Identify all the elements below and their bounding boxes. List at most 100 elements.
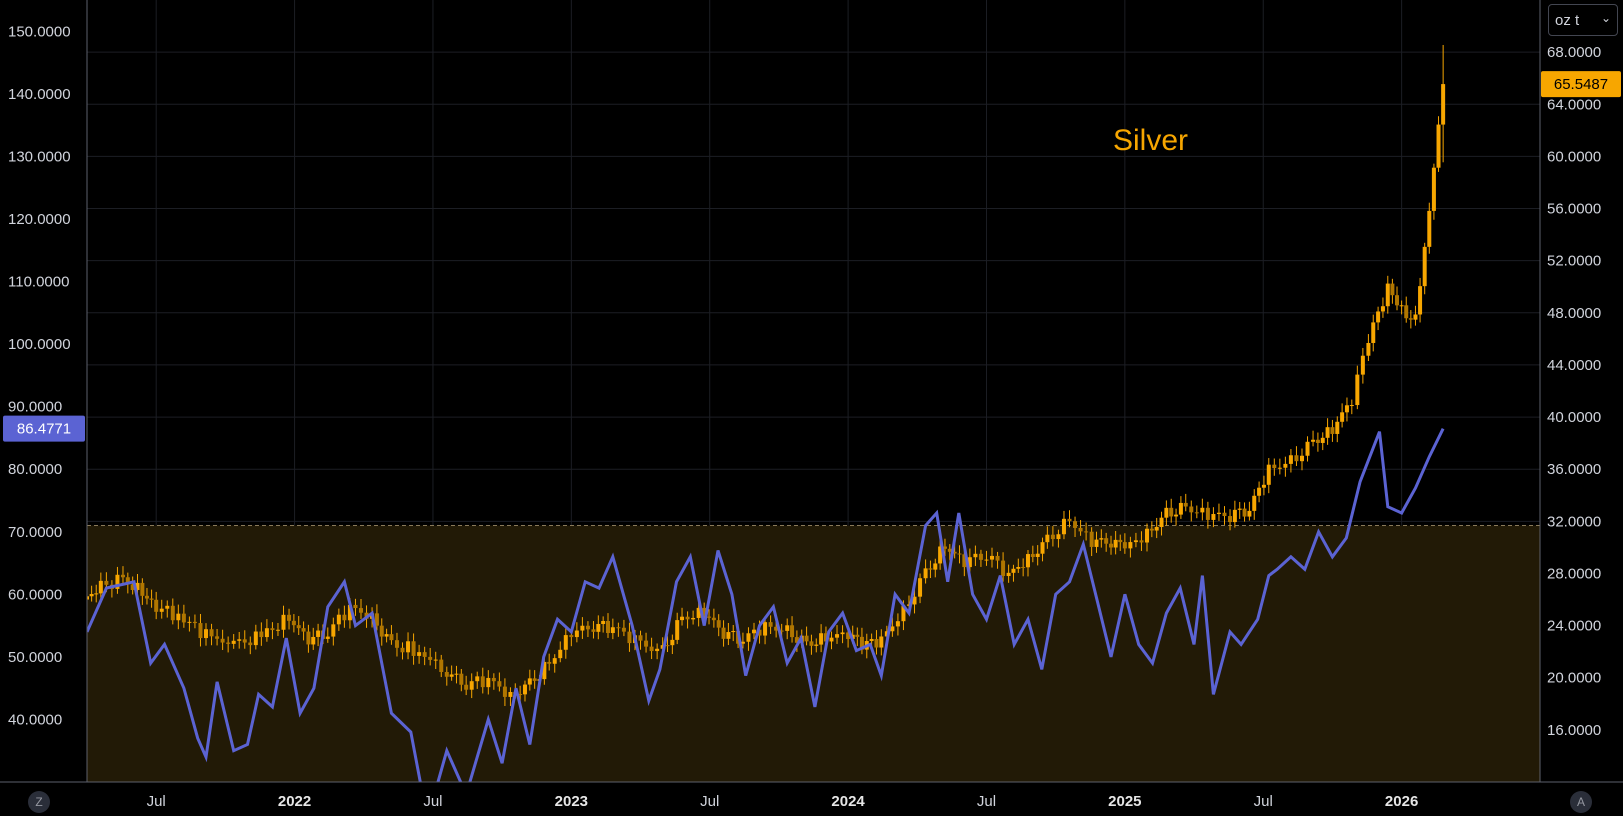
candle-body <box>740 641 745 644</box>
candle-body <box>1011 568 1016 573</box>
candle-body <box>374 613 379 626</box>
candle-body <box>215 636 220 639</box>
candle-body <box>814 644 819 646</box>
candle-body <box>311 636 316 645</box>
candle-body <box>1094 539 1099 547</box>
candle-body <box>144 595 149 599</box>
zoom-button[interactable]: Z <box>28 791 50 813</box>
candle-body <box>428 656 433 660</box>
candle-body <box>569 635 574 638</box>
candle-body <box>475 676 480 682</box>
candle-body <box>846 632 851 639</box>
candle-body <box>906 604 911 606</box>
candle-body <box>291 620 296 626</box>
right-tick-label: 20.0000 <box>1547 670 1601 687</box>
candle-body <box>731 631 736 633</box>
candle-body <box>170 605 175 621</box>
candle-body <box>1164 507 1169 518</box>
candle-body <box>1330 427 1335 434</box>
candle-body <box>89 594 94 597</box>
candle-body <box>967 557 972 568</box>
candle-body <box>721 627 726 639</box>
candle-body <box>1016 566 1021 569</box>
x-tick-label: 2024 <box>831 793 865 810</box>
candle-body <box>411 641 416 656</box>
candle-body <box>574 630 579 638</box>
candle-body <box>502 686 507 697</box>
candle-body <box>606 620 611 634</box>
candle-body <box>874 639 879 648</box>
auto-scale-button[interactable]: A <box>1570 791 1592 813</box>
x-tick-label: Jul <box>977 793 996 810</box>
left-axis[interactable]: 150.0000 140.0000 130.0000 120.0000 110.0000… <box>8 23 71 728</box>
candle-body <box>901 605 906 622</box>
candle-body <box>1073 521 1078 528</box>
candle-body <box>1228 516 1233 523</box>
candle-body <box>1139 540 1144 543</box>
candle-body <box>1084 531 1089 533</box>
candle-body <box>1133 540 1138 543</box>
candle-body <box>159 608 164 612</box>
candle-body <box>1144 528 1149 543</box>
candle-body <box>1366 342 1371 356</box>
candle-body <box>1390 283 1395 296</box>
candle-body <box>275 629 280 631</box>
right-tick-label: 68.0000 <box>1547 44 1601 61</box>
right-tick-label: 24.0000 <box>1547 618 1601 635</box>
candle-body <box>1222 512 1227 517</box>
candle-body <box>1030 554 1035 557</box>
right-tick-label: 32.0000 <box>1547 513 1601 530</box>
candle-body <box>1311 439 1316 442</box>
candle-body <box>957 553 962 555</box>
candle-body <box>1413 314 1418 320</box>
right-axis[interactable]: 68.0000 64.0000 60.0000 56.0000 52.0000 48.00… <box>1547 44 1601 739</box>
candle-body <box>644 640 649 647</box>
candle-body <box>1436 124 1441 168</box>
chevron-down-icon: ⌄ <box>1600 11 1611 25</box>
candle-body <box>259 631 264 638</box>
candle-body <box>552 658 557 664</box>
candle-body <box>809 641 814 646</box>
candle-body <box>947 548 952 552</box>
right-tick-label: 52.0000 <box>1547 253 1601 270</box>
candle-body <box>1422 246 1427 287</box>
silver-series <box>87 44 1446 707</box>
candle-body <box>1355 374 1360 406</box>
candle-body <box>563 635 568 650</box>
candle-body <box>135 582 140 590</box>
unit-label: oz t <box>1555 12 1580 29</box>
candle-body <box>389 634 394 641</box>
candle-body <box>296 625 301 629</box>
candle-body <box>1169 507 1174 517</box>
candle-body <box>1427 210 1432 247</box>
candle-body <box>192 621 197 624</box>
candle-body <box>1200 507 1205 513</box>
candle-body <box>547 661 552 664</box>
candle-body <box>1050 534 1055 540</box>
candle-body <box>763 622 768 636</box>
candle-body <box>130 584 135 590</box>
candle-body <box>1360 355 1365 375</box>
right-tick-label: 56.0000 <box>1547 201 1601 218</box>
candle-body <box>726 632 731 639</box>
candle-body <box>1078 527 1083 532</box>
candle-body <box>237 639 242 641</box>
candle-body <box>1211 514 1216 520</box>
unit-select[interactable]: oz t ⌄ <box>1548 4 1618 36</box>
candle-body <box>978 553 983 560</box>
candle-body <box>1194 512 1199 514</box>
candle-body <box>480 676 485 688</box>
candle-body <box>655 648 660 652</box>
candle-body <box>665 645 670 647</box>
candle-body <box>768 622 773 627</box>
x-axis[interactable]: Jul 2022 Jul 2023 Jul 2024 Jul 2025 Jul 2026 <box>147 793 1419 810</box>
candle-body <box>596 624 601 632</box>
candle-body <box>1404 305 1409 319</box>
candle-body <box>823 633 828 642</box>
candle-body <box>1344 405 1349 413</box>
right-tick-label: 64.0000 <box>1547 96 1601 113</box>
candle-body <box>406 641 411 653</box>
candle-body <box>204 629 209 639</box>
x-tick-label: 2025 <box>1108 793 1141 810</box>
